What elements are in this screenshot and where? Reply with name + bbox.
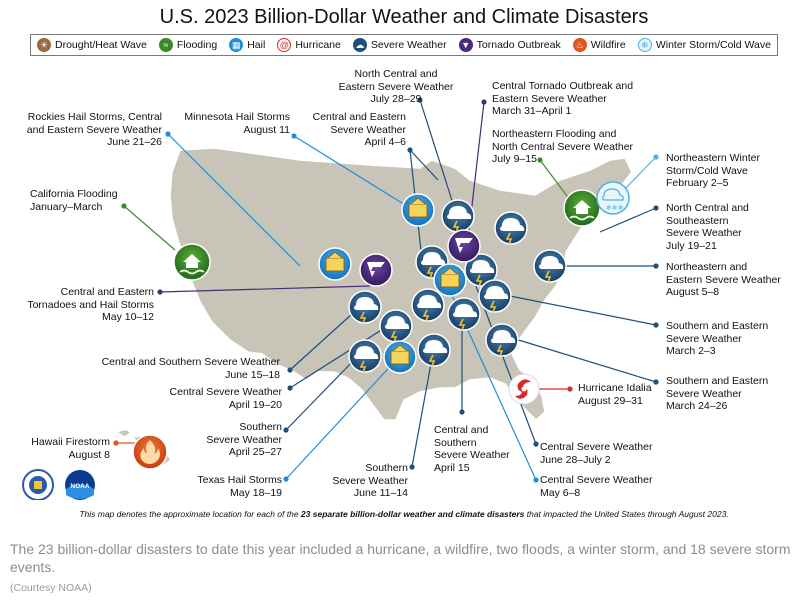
label-northeastern-eastern: Northeastern and Eastern Severe Weather Au… [666,261,781,298]
severe-weather-icon [494,211,528,245]
wildfire-icon [132,434,168,470]
flood-icon [173,243,211,281]
legend-label: Flooding [176,39,218,51]
hail-icon [433,263,467,297]
flood-markers [173,189,601,281]
legend-label: Tornado Outbreak [476,39,561,51]
map-footnote: This map denotes the approximate locatio… [0,509,808,519]
tornado-markers [359,229,481,287]
label-southern-eastern-march2: Southern and Eastern Severe Weather March … [666,320,769,357]
legend-label: Severe Weather [370,39,447,51]
severe-weather-icon [348,339,382,373]
severe-weather-icon [411,288,445,322]
label-north-central-eastern: North Central and Eastern Severe Weather J… [338,68,454,105]
label-hurricane-idalia: Hurricane Idalia August 29–31 [578,382,652,407]
label-central-tornado-outbreak: Central Tornado Outbreak and Eastern Seve… [492,80,634,117]
legend-item-severe-weather: ☁ Severe Weather [352,38,447,52]
label-northeastern-flooding: Northeastern Flooding and North Central S… [492,128,634,165]
commerce-seal [22,469,54,500]
label-california-flooding: California Flooding January–March [30,188,118,213]
winter-storm-icon: ❄ [637,38,652,52]
label-central-eastern-tornadoes: Central and Eastern Tornadoes and Hail St… [27,286,154,323]
label-central-eastern-april: Central and Eastern Severe Weather April 4… [312,111,406,148]
hurricane-icon: @ [277,38,292,52]
footnote-text-end: that impacted the United States through … [524,509,729,519]
legend-item-hail: ▦ Hail [229,38,265,52]
label-southern-june11: Southern Severe Weather June 11–14 [332,462,408,499]
severe-weather-icon [533,249,567,283]
tornado-icon [447,229,481,263]
legend-label: Drought/Heat Wave [55,39,147,51]
severe-weather-icon [447,297,481,331]
label-central-june28: Central Severe Weather June 28–July 2 [540,441,653,466]
legend-item-wildfire: ♨ Wildfire [572,38,626,52]
svg-text:❄❄❄: ❄❄❄ [606,204,624,212]
severe-weather-icon [464,253,498,287]
hail-markers [318,193,467,374]
legend-label: Winter Storm/Cold Wave [655,39,771,51]
severe-weather-icon [348,290,382,324]
hail-icon [401,193,435,227]
label-north-central-southeastern: North Central and Southeastern Severe Weat… [666,202,749,252]
severe-weather-icon [485,323,519,357]
label-central-southern-april15: Central and Southern Severe Weather April 1… [434,424,510,474]
winter-storm-icon: ❄❄❄ [596,181,630,215]
drought-icon: ☀ [37,38,51,52]
label-southern-eastern-march24: Southern and Eastern Severe Weather March … [666,375,769,412]
map-title: U.S. 2023 Billion-Dollar Weather and Cli… [159,6,649,28]
label-southern-april25: Southern Severe Weather April 25–27 [206,421,282,458]
legend-label: Wildfire [590,39,626,51]
label-northeastern-winter: Northeastern Winter Storm/Cold Wave Februa… [666,152,760,189]
severe-weather-icon [417,333,451,367]
hail-icon [318,247,352,281]
tornado-icon [359,253,393,287]
hail-icon [383,340,417,374]
noaa-logo: NOAA [65,470,95,500]
label-central-southern-june: Central and Southern Severe Weather June … [101,356,280,381]
label-central-april19: Central Severe Weather April 19–20 [169,386,282,411]
wildfire-icon: ♨ [572,38,587,52]
label-rockies-hail: Rockies Hail Storms, Central and Eastern … [26,111,162,148]
severe-weather-icon [379,309,413,343]
legend-item-tornado: ▼ Tornado Outbreak [458,38,561,52]
label-texas-hail: Texas Hail Storms May 18–19 [197,474,282,499]
severe-weather-icon: ☁ [352,38,367,52]
hail-icon: ▦ [229,38,244,52]
us-disaster-map: ❄❄❄ NOAA [22,97,659,500]
legend-label: Hail [247,39,266,51]
legend-item-drought: ☀ Drought/Heat Wave [37,38,147,52]
legend-label: Hurricane [295,39,341,51]
tornado-icon: ▼ [458,38,473,52]
noaa-wordmark: NOAA [70,483,89,490]
label-central-may6: Central Severe Weather May 6–8 [540,474,653,499]
flood-icon: ≈ [158,38,173,52]
article-caption: The 23 billion-dollar disasters to date … [10,541,791,575]
hurricane-icon [508,373,540,405]
flood-icon [563,189,601,227]
footnote-bold: 23 separate billion-dollar weather and c… [300,509,525,519]
footnote-text: This map denotes the approximate locatio… [79,509,301,519]
severe-weather-markers [348,199,567,373]
legend: ☀ Drought/Heat Wave ≈ Flooding ▦ Hail @ … [30,34,778,56]
severe-weather-icon [441,199,475,233]
label-minnesota-hail: Minnesota Hail Storms August 11 [184,111,290,136]
label-hawaii-firestorm: Hawaii Firestorm August 8 [31,436,110,461]
legend-item-winter-storm: ❄ Winter Storm/Cold Wave [637,38,771,52]
severe-weather-icon [478,279,512,313]
legend-item-flooding: ≈ Flooding [158,38,218,52]
image-credit: (Courtesy NOAA) [10,582,92,594]
legend-item-hurricane: @ Hurricane [277,38,341,52]
